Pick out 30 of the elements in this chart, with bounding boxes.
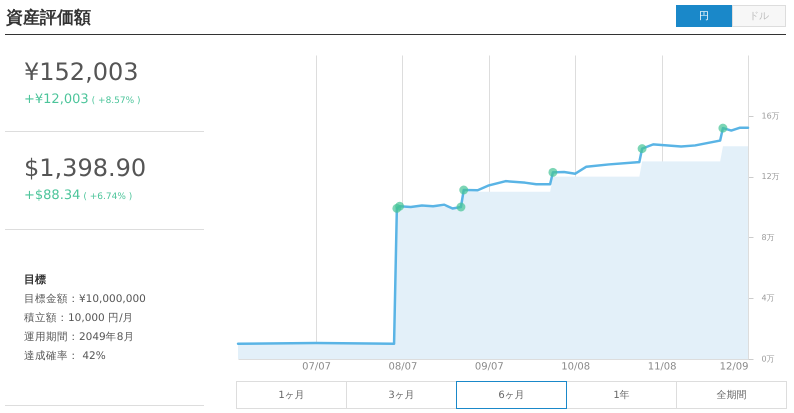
text: 目標 [24, 272, 46, 287]
x-tick-label: 11/08 [648, 362, 677, 372]
x-tick-label: 09/07 [474, 362, 504, 372]
text: 目標金額：¥10,000,000 [24, 292, 146, 306]
text: 全期間 [676, 381, 787, 409]
text: ( +8.57% ) [92, 96, 141, 106]
x-tick-label: 12/09 [720, 362, 748, 372]
y-tick-label: 16万 [762, 111, 780, 120]
text: +¥12,003 [24, 92, 89, 107]
text: 6ヶ月 [456, 381, 567, 409]
text: ¥152,003 [24, 58, 139, 86]
y-tick-label: 8万 [762, 232, 775, 242]
x-tick-label: 07/07 [302, 362, 331, 372]
text: +$88.34 [24, 188, 80, 203]
y-tick-label: 4万 [762, 294, 775, 303]
y-tick-label: 0万 [762, 354, 775, 364]
text: $1,398.90 [24, 154, 146, 182]
text: ( +6.74% ) [83, 192, 132, 202]
x-tick-label: 10/08 [561, 362, 590, 372]
text: 積立額：10,000 円/月 [24, 311, 134, 325]
text: 1年 [566, 381, 677, 409]
text: 1ヶ月 [236, 381, 347, 409]
y-tick-label: 12万 [762, 172, 780, 182]
x-tick-label: 08/07 [388, 362, 418, 372]
text: 資産評価額 [6, 7, 91, 29]
text: 運用期間：2049年8月 [24, 330, 134, 344]
text: 達成確率： 42% [24, 349, 106, 363]
text: ドル [732, 5, 786, 27]
text: 3ヶ月 [346, 381, 457, 409]
text: 円 [676, 5, 732, 27]
